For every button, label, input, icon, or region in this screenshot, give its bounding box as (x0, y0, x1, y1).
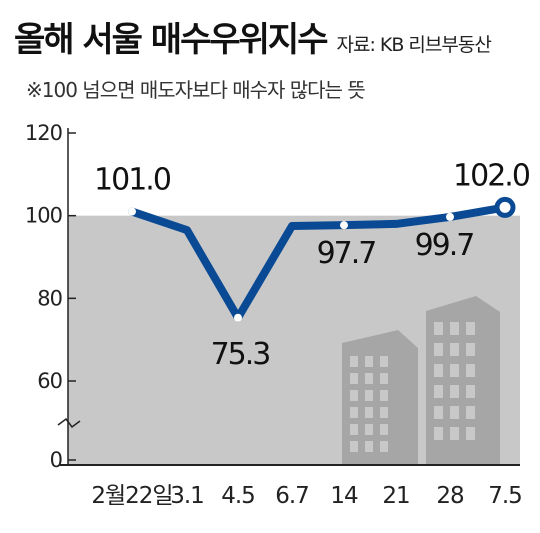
building-window (350, 407, 358, 418)
building-window (450, 385, 459, 398)
building-window (466, 322, 475, 335)
data-label: 101.0 (94, 163, 171, 198)
building-window (380, 356, 388, 367)
building-window (365, 356, 373, 367)
building-window (350, 441, 358, 452)
building-window (350, 373, 358, 384)
data-point (128, 207, 136, 216)
building-window (466, 406, 475, 419)
axis-break-mark (57, 417, 81, 429)
y-tick-label: 100 (25, 204, 62, 228)
chart-subtitle: ※100 넘으면 매도자보다 매수자 많다는 뜻 (26, 78, 366, 102)
building-window (350, 356, 358, 367)
building-illustration (342, 296, 500, 465)
building-window (434, 364, 443, 377)
y-tick-label: 120 (25, 121, 62, 145)
data-point (494, 196, 516, 218)
building-window (380, 373, 388, 384)
series-points (128, 196, 516, 322)
x-tick-label: 6.7 (275, 483, 309, 509)
building-window (365, 424, 373, 435)
y-tick-label: 80 (37, 286, 62, 310)
building-window (466, 385, 475, 398)
building-window (380, 424, 388, 435)
building-window (450, 343, 459, 356)
data-label: 99.7 (415, 228, 474, 263)
data-label: 102.0 (453, 158, 530, 193)
building-window (450, 427, 459, 440)
data-point (446, 212, 454, 221)
building-window (434, 406, 443, 419)
x-tick-label: 3.1 (170, 483, 204, 509)
x-tick-label: 4.5 (221, 483, 255, 509)
building-window (434, 385, 443, 398)
x-tick-label: 28 (436, 483, 464, 509)
y-tick-label: 60 (37, 369, 62, 393)
building-window (365, 390, 373, 401)
building-window (365, 441, 373, 452)
x-tick-label: 2월22일 (91, 483, 172, 509)
building-window (466, 427, 475, 440)
building-right (426, 296, 500, 465)
data-label: 97.7 (317, 236, 376, 271)
chart-title: 올해 서울 매수우위지수 (14, 20, 328, 60)
building-window (380, 407, 388, 418)
building-window (450, 406, 459, 419)
building-window (365, 407, 373, 418)
y-tick-label: 0 (50, 448, 62, 472)
data-point (234, 313, 242, 322)
data-labels: 101.0 75.3 97.7 99.7 102.0 (94, 158, 532, 372)
title-row: 올해 서울 매수우위지수 자료: KB 리브부동산 (14, 12, 534, 60)
building-window (434, 343, 443, 356)
building-window (350, 424, 358, 435)
building-window (434, 322, 443, 335)
building-window (466, 343, 475, 356)
building-window (380, 441, 388, 452)
series-line (128, 203, 509, 322)
source-note: 자료: KB 리브부동산 (336, 34, 491, 56)
building-window (365, 373, 373, 384)
building-window (380, 390, 388, 401)
building-window (350, 390, 358, 401)
building-window (450, 322, 459, 335)
building-window (434, 427, 443, 440)
data-label: 75.3 (211, 337, 270, 372)
x-tick-label: 21 (382, 483, 409, 509)
building-window (466, 364, 475, 377)
data-point (340, 221, 348, 230)
building-window (450, 364, 459, 377)
x-tick-label: 14 (330, 483, 358, 509)
x-tick-label: 7.5 (488, 483, 522, 509)
series-line-path (128, 203, 509, 322)
